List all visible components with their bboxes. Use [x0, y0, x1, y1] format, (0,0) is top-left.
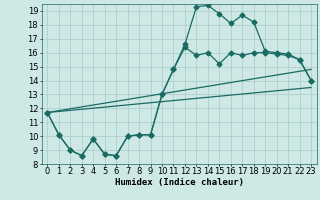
X-axis label: Humidex (Indice chaleur): Humidex (Indice chaleur) — [115, 178, 244, 187]
